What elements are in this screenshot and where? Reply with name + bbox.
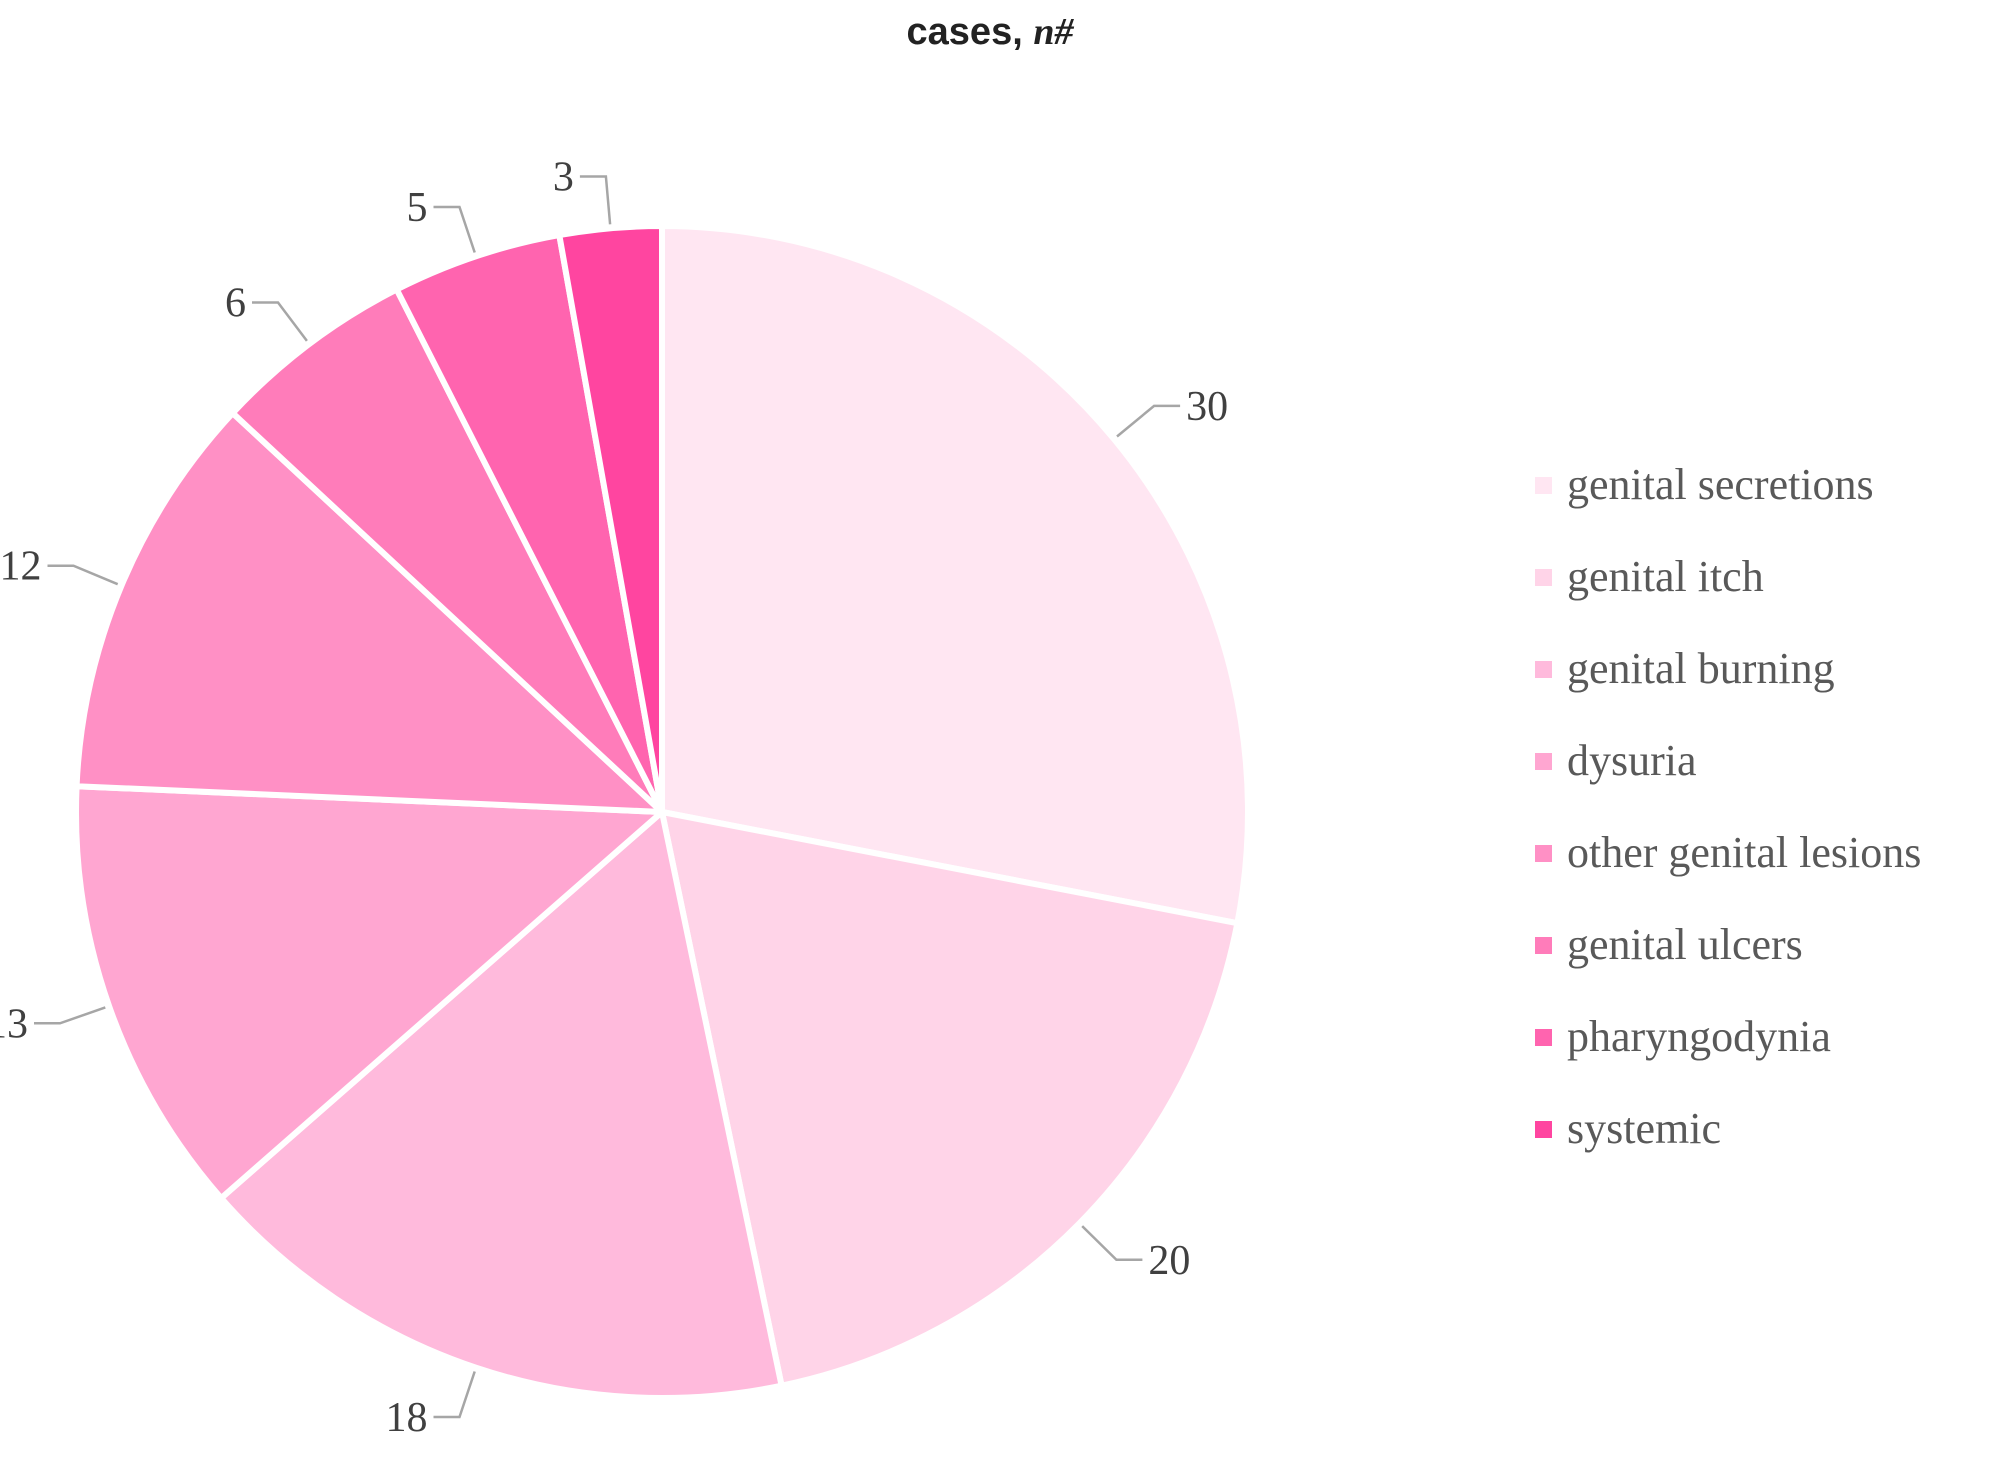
legend-label: genital itch (1567, 552, 1764, 601)
legend-swatch (1535, 753, 1552, 770)
leader-line-genital-burning (433, 1371, 476, 1419)
data-labels: 30 20 18 13 12 6 5 3 (0, 155, 1228, 1442)
pie-slice-systemic (556, 223, 665, 815)
legend-label: other genital lesions (1567, 828, 1922, 877)
chart-title-suffix: n# (1033, 11, 1074, 53)
leader-line-other-genital-lesions (47, 564, 119, 586)
data-label-genital-itch: 20 (1148, 1238, 1190, 1284)
leader-lines (34, 175, 1181, 1419)
pie-slice-genital-ulcers (229, 286, 665, 815)
legend-swatch (1535, 569, 1552, 586)
leader-line-dysuria (34, 1006, 106, 1025)
leader-line-pharyngodynia (433, 205, 476, 253)
pie-slice-pharyngodynia (393, 232, 665, 815)
legend-label: genital secretions (1567, 460, 1874, 509)
pie-slice-dysuria (73, 783, 665, 1202)
pie-slice-genital-itch (659, 809, 1241, 1389)
data-label-systemic: 3 (553, 155, 574, 201)
legend-label: genital burning (1567, 644, 1835, 693)
legend-label: genital ulcers (1567, 920, 1803, 969)
pie-slice-genital-secretions (659, 223, 1251, 927)
legend-label: systemic (1567, 1104, 1721, 1153)
legend-label: pharyngodynia (1567, 1012, 1831, 1061)
legend-swatch (1535, 1121, 1552, 1138)
leader-line-systemic (579, 175, 612, 225)
legend-swatch (1535, 845, 1552, 862)
legend-swatch (1535, 661, 1552, 678)
leader-line-genital-secretions (1116, 404, 1181, 438)
leader-line-genital-ulcers (252, 301, 308, 342)
legend-swatch (1535, 937, 1552, 954)
data-label-other-genital-lesions: 12 (0, 544, 42, 590)
data-label-pharyngodynia: 5 (407, 185, 428, 231)
legend-swatch (1535, 477, 1552, 494)
data-label-genital-burning: 18 (386, 1395, 428, 1441)
legend-label: dysuria (1567, 736, 1697, 785)
chart-title-text: cases, (906, 11, 1023, 53)
data-label-dysuria: 13 (0, 1001, 28, 1047)
pie-slices (73, 223, 1251, 1402)
pie-slice-other-genital-lesions (73, 410, 665, 815)
legend-swatch (1535, 1029, 1552, 1046)
pie-slice-genital-burning (218, 809, 785, 1402)
data-label-genital-ulcers: 6 (225, 281, 246, 327)
chart-title: cases, n# (660, 10, 1320, 54)
leader-line-genital-itch (1081, 1225, 1143, 1262)
data-label-genital-secretions: 30 (1186, 384, 1228, 430)
